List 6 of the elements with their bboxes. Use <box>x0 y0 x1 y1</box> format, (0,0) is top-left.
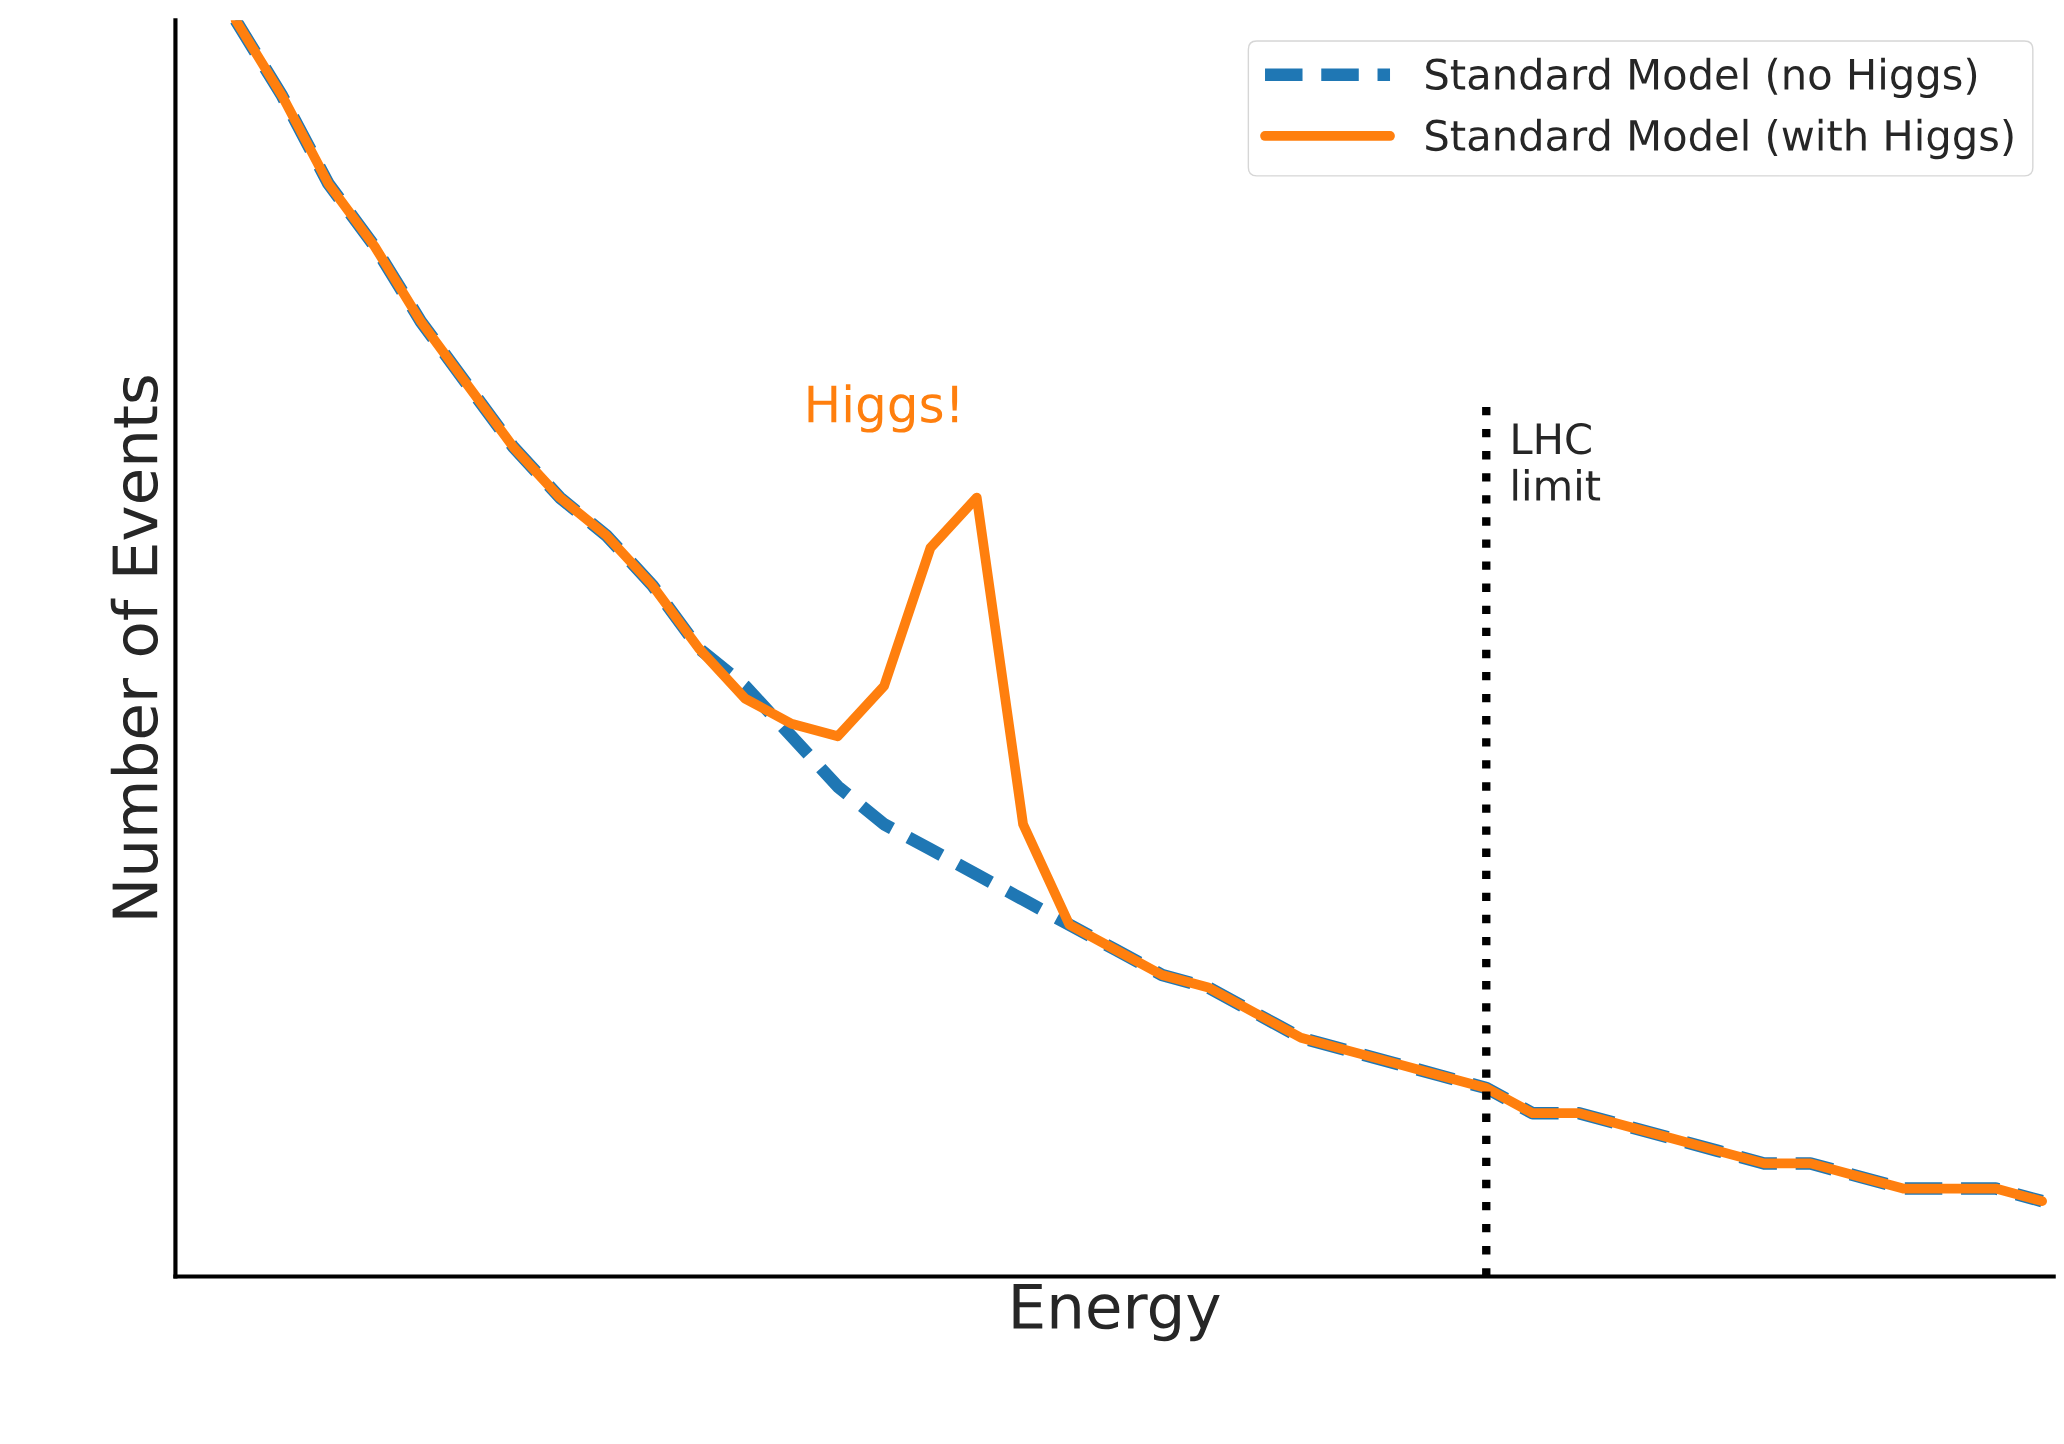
annotation: Higgs! <box>808 384 958 433</box>
x-axis-title: Energy <box>1013 1283 1220 1342</box>
annotation: LHC limit <box>1513 422 1601 501</box>
legend-label: Standard Model (no Higgs) <box>1426 57 1977 99</box>
legend-label: Standard Model (with Higgs) <box>1426 118 2013 160</box>
y-axis-title: Number of Events <box>110 376 159 918</box>
